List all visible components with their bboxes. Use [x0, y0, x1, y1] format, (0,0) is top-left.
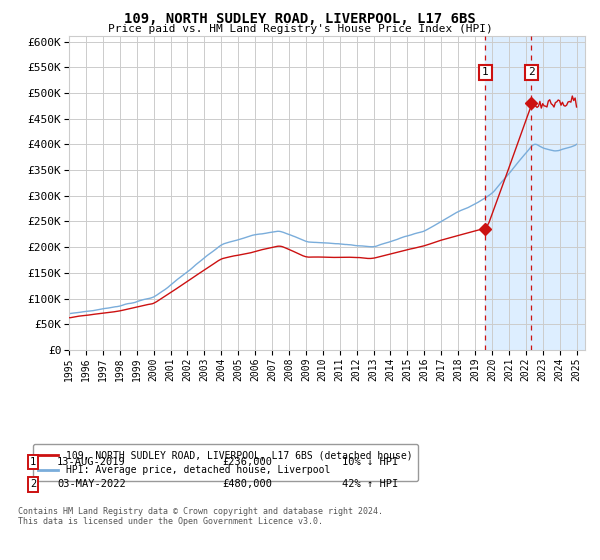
Bar	[485, 36, 585, 350]
Text: Contains HM Land Registry data © Crown copyright and database right 2024.
This d: Contains HM Land Registry data © Crown c…	[18, 507, 383, 526]
Text: Price paid vs. HM Land Registry's House Price Index (HPI): Price paid vs. HM Land Registry's House …	[107, 24, 493, 34]
Text: 1: 1	[482, 67, 489, 77]
Legend: 109, NORTH SUDLEY ROAD, LIVERPOOL, L17 6BS (detached house), HPI: Average price,: 109, NORTH SUDLEY ROAD, LIVERPOOL, L17 6…	[32, 444, 418, 481]
Text: 42% ↑ HPI: 42% ↑ HPI	[342, 479, 398, 489]
Text: 1: 1	[30, 457, 36, 467]
Text: £480,000: £480,000	[222, 479, 272, 489]
Text: 03-MAY-2022: 03-MAY-2022	[57, 479, 126, 489]
Text: 10% ↓ HPI: 10% ↓ HPI	[342, 457, 398, 467]
Text: 2: 2	[30, 479, 36, 489]
Text: 2: 2	[528, 67, 535, 77]
Text: £236,000: £236,000	[222, 457, 272, 467]
Text: 13-AUG-2019: 13-AUG-2019	[57, 457, 126, 467]
Text: 109, NORTH SUDLEY ROAD, LIVERPOOL, L17 6BS: 109, NORTH SUDLEY ROAD, LIVERPOOL, L17 6…	[124, 12, 476, 26]
